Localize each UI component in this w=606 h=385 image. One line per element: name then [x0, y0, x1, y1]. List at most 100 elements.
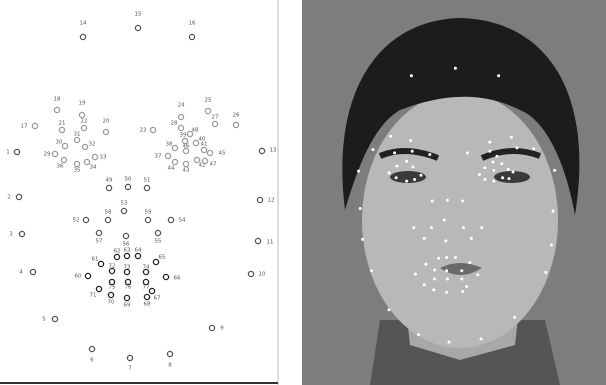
landmark-label: 35	[74, 168, 81, 174]
landmark-label: 54	[179, 218, 186, 224]
landmark-label: 37	[155, 154, 162, 160]
photo-dot	[552, 210, 555, 213]
photo-dot	[461, 200, 464, 203]
photo-dot	[430, 226, 433, 229]
landmark-label: 61	[92, 257, 99, 263]
landmark-label: 39	[180, 133, 187, 139]
landmark-label: 44	[168, 166, 175, 172]
photo-dot	[409, 139, 412, 142]
photo-dot	[488, 141, 491, 144]
photo-dot	[412, 226, 415, 229]
photo-dot	[466, 151, 469, 154]
photo-dot	[445, 256, 448, 259]
landmark-label: 12	[268, 198, 275, 204]
photo-dot	[497, 74, 500, 77]
landmark-label: 34	[90, 165, 97, 171]
landmark-label: 29	[44, 152, 51, 158]
photo-dot	[460, 269, 463, 272]
photo-dot	[492, 180, 495, 183]
landmark-label: 52	[73, 218, 80, 224]
landmark-label: 47	[210, 162, 217, 168]
photo-dot	[508, 177, 511, 180]
landmark-label: 22	[81, 119, 88, 125]
landmark-label: 62	[114, 249, 121, 255]
photo-dot	[361, 238, 364, 241]
landmark-label: 25	[205, 98, 212, 104]
landmark-label: 74	[143, 265, 150, 271]
landmark-label: 64	[135, 248, 142, 254]
landmark-label: 77	[143, 285, 150, 291]
photo-dot	[553, 169, 556, 172]
photo-dot	[413, 178, 416, 181]
landmark-label: 75	[109, 285, 116, 291]
photo-dot	[507, 168, 510, 171]
landmark-label: 9	[220, 326, 224, 332]
landmark-label: 73	[124, 265, 131, 271]
photo-dot	[443, 219, 446, 222]
figure: 1234567891011121314151617181920212223242…	[0, 0, 606, 385]
landmark-label: 6	[90, 358, 94, 364]
photo-dot	[433, 268, 436, 271]
landmark-label: 38	[166, 142, 173, 148]
landmark-label: 19	[79, 101, 86, 107]
photo-dot	[414, 273, 417, 276]
photo-dot	[516, 146, 519, 149]
landmark-label: 5	[42, 317, 46, 323]
photo-dot	[424, 263, 427, 266]
photo-dot	[431, 200, 434, 203]
landmark-label: 53	[121, 201, 128, 207]
photo-dot	[462, 226, 465, 229]
landmark-label: 51	[144, 178, 151, 184]
landmark-label: 41	[201, 142, 208, 148]
landmark-label: 63	[124, 248, 131, 254]
photo-dot	[423, 283, 426, 286]
landmark-label: 70	[108, 300, 115, 306]
landmark-label: 27	[212, 115, 219, 121]
photo-dot	[412, 166, 415, 169]
photo-dot	[512, 170, 515, 173]
photo-dot	[445, 269, 448, 272]
landmark-label: 21	[59, 121, 66, 127]
landmark-label: 24	[178, 103, 185, 109]
landmark-label: 4	[19, 270, 23, 276]
photo-dot	[357, 170, 360, 173]
landmark-label: 46	[183, 144, 190, 150]
photo-dot	[461, 290, 464, 293]
face	[362, 92, 558, 348]
photo-dot	[478, 173, 481, 176]
photo-dot	[405, 160, 408, 163]
photo-dot	[492, 161, 495, 164]
photo-dot	[428, 153, 431, 156]
landmark-label: 26	[233, 113, 240, 119]
photo-dot	[420, 174, 423, 177]
landmark-label: 67	[154, 296, 161, 302]
photo-dot	[444, 239, 447, 242]
photo-dot	[454, 256, 457, 259]
landmark-label: 15	[135, 12, 142, 18]
photo-dot	[500, 162, 503, 165]
landmark-label: 69	[124, 303, 131, 309]
photo-dot	[488, 150, 491, 153]
photo-dot	[372, 148, 375, 151]
photo-dot	[393, 151, 396, 154]
photo-dot	[433, 278, 436, 281]
landmark-label: 8	[168, 363, 172, 369]
photo-dot	[480, 226, 483, 229]
photo-dot	[446, 278, 449, 281]
landmark-label: 76	[125, 285, 132, 291]
landmark-label: 17	[21, 124, 28, 130]
photo-dot	[432, 288, 435, 291]
photo-dot	[460, 278, 463, 281]
photo-dot	[454, 67, 457, 70]
photo-dot	[417, 333, 420, 336]
landmark-label: 55	[155, 239, 162, 245]
landmark-label: 28	[171, 121, 178, 127]
landmark-label: 2	[7, 195, 11, 201]
photo-dot	[411, 150, 414, 153]
photo-dot	[448, 341, 451, 344]
photo-dot	[395, 176, 398, 179]
landmark-label: 60	[75, 274, 82, 280]
photo-dot	[388, 308, 391, 311]
landmark-label: 33	[100, 155, 107, 161]
photo-dot	[510, 136, 513, 139]
